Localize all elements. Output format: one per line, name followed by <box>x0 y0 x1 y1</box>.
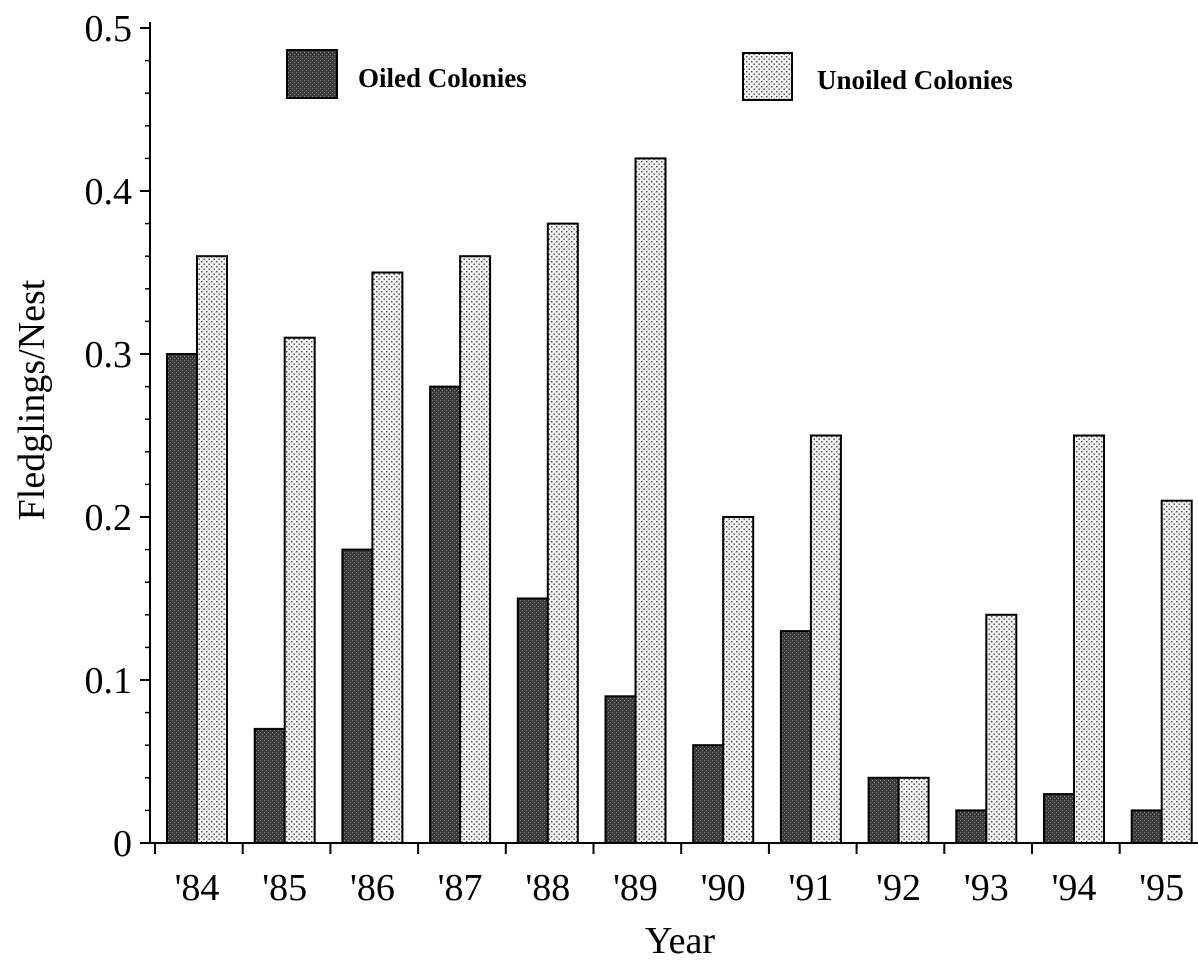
bar-unoiled-90 <box>722 516 755 844</box>
y-tick-label: 0.3 <box>85 334 133 376</box>
x-tick-label: '84 <box>175 867 220 909</box>
y-tick-label: 0.5 <box>85 8 133 50</box>
x-tick-label: '92 <box>876 867 921 909</box>
y-tick-label: 0.1 <box>85 660 133 702</box>
bar-unoiled-89 <box>634 157 667 844</box>
x-tick-label: '88 <box>525 867 570 909</box>
bar-unoiled-86 <box>371 271 404 844</box>
x-tick-label: '86 <box>350 867 395 909</box>
x-tick-label: '94 <box>1052 867 1097 909</box>
legend-label-oiled: Oiled Colonies <box>358 63 527 93</box>
bars-layer <box>166 157 1193 845</box>
bar-unoiled-95 <box>1160 499 1193 844</box>
x-tick-label: '95 <box>1139 867 1184 909</box>
bar-unoiled-93 <box>985 613 1018 844</box>
bar-oiled-85 <box>253 727 286 845</box>
x-axis-title: Year <box>645 920 715 961</box>
x-ticks-layer: '84 '85 '86 '87 '88 '89 '90 '91 '92 '93 '94 '95 <box>154 843 1184 909</box>
legend-swatch-oiled <box>286 49 338 99</box>
y-ticks-layer: 0 0.1 0.2 0.3 0.4 0.5 <box>85 8 150 865</box>
x-tick-label: '90 <box>701 867 746 909</box>
y-tick-label: 0.4 <box>85 171 133 213</box>
bar-oiled-95 <box>1130 809 1163 845</box>
bar-oiled-88 <box>516 597 549 844</box>
bar-oiled-90 <box>692 744 725 845</box>
y-tick-label: 0.2 <box>85 497 133 539</box>
legend-label-unoiled: Unoiled Colonies <box>817 65 1013 95</box>
bar-oiled-93 <box>955 809 988 845</box>
bar-oiled-92 <box>867 776 900 844</box>
bar-oiled-94 <box>1043 793 1075 844</box>
bar-unoiled-88 <box>546 222 579 845</box>
bar-oiled-87 <box>429 385 462 844</box>
bar-oiled-89 <box>604 695 637 844</box>
x-tick-label: '93 <box>964 867 1009 909</box>
bar-oiled-91 <box>779 630 812 844</box>
x-tick-label: '87 <box>438 867 483 909</box>
legend: Oiled Colonies Unoiled Colonies <box>286 49 1013 101</box>
bar-oiled-84 <box>166 353 198 844</box>
legend-swatch-unoiled <box>742 52 793 101</box>
x-tick-label: '89 <box>613 867 658 909</box>
bar-unoiled-91 <box>809 434 842 844</box>
bar-unoiled-92 <box>897 776 930 844</box>
y-axis-title: Fledglings/Nest <box>11 279 53 520</box>
bar-unoiled-87 <box>459 255 492 844</box>
bar-unoiled-94 <box>1073 434 1105 844</box>
bar-unoiled-84 <box>196 255 228 844</box>
bar-unoiled-85 <box>283 336 316 844</box>
x-tick-label: '91 <box>788 867 833 909</box>
bar-oiled-86 <box>341 548 374 844</box>
x-tick-label: '85 <box>262 867 307 909</box>
y-tick-label: 0 <box>113 823 132 865</box>
